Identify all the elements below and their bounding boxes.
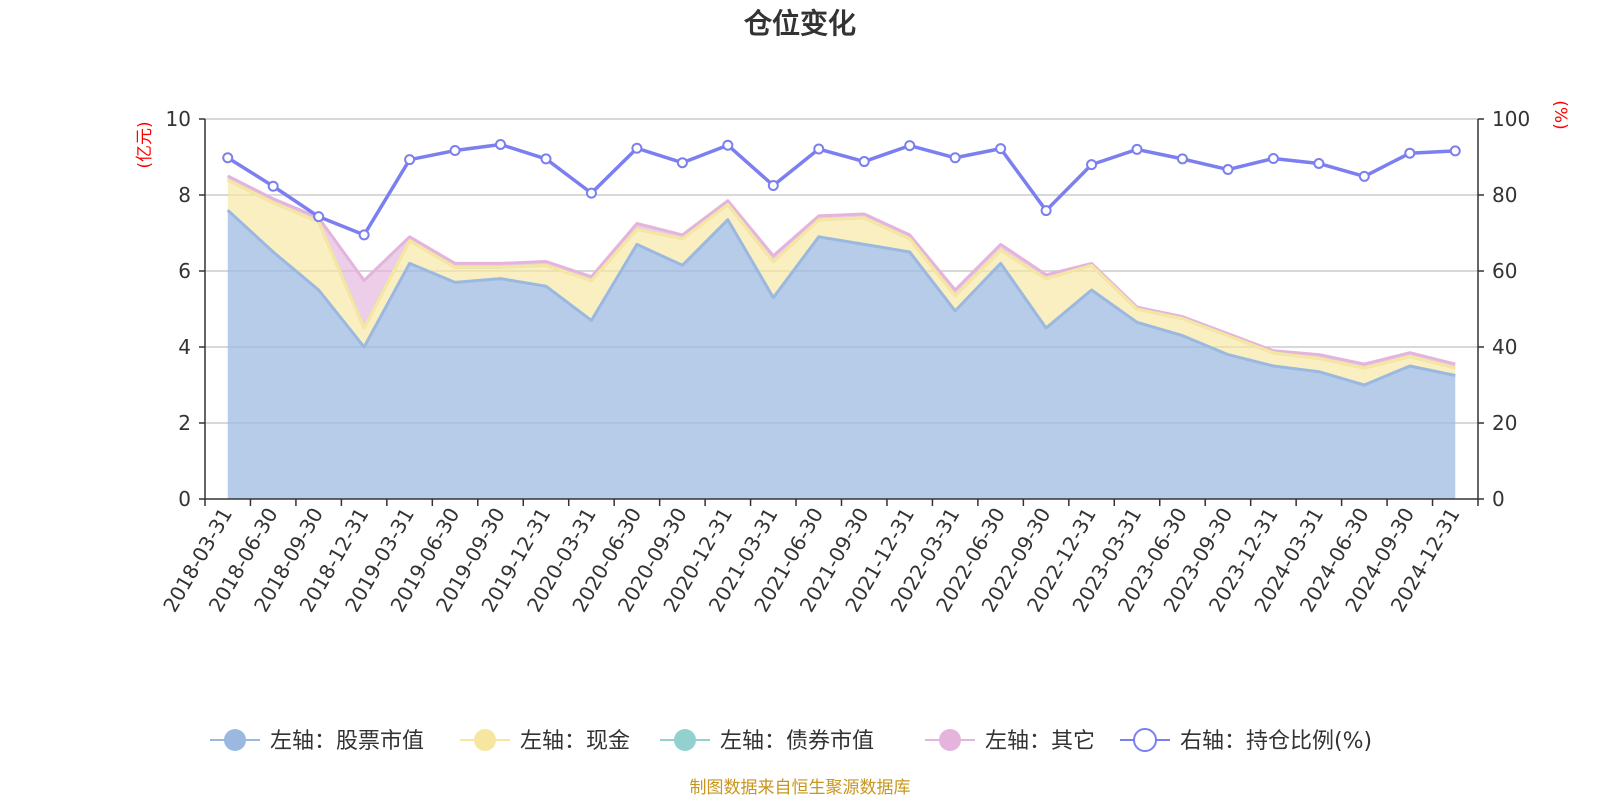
ratio-point bbox=[995, 143, 1007, 155]
left-axis-ticks: 0 2 4 6 8 10 bbox=[166, 107, 205, 511]
ratio-point bbox=[631, 142, 643, 154]
ratio-point bbox=[767, 180, 779, 191]
legend-label: 左轴：股票市值 bbox=[270, 729, 424, 754]
ratio-point bbox=[813, 143, 825, 155]
ratio-point bbox=[222, 152, 234, 164]
left-tick-label: 8 bbox=[178, 183, 191, 207]
legend-label: 右轴：持仓比例(%) bbox=[1180, 729, 1372, 754]
right-tick-label: 20 bbox=[1492, 411, 1517, 435]
area-edge-4 bbox=[227, 174, 1456, 366]
ratio-point bbox=[1267, 153, 1279, 165]
ratio-point bbox=[904, 140, 916, 152]
right-tick-label: 60 bbox=[1492, 259, 1517, 283]
ratio-point bbox=[449, 145, 461, 157]
right-tick-label: 40 bbox=[1492, 335, 1517, 359]
x-axis-ticks: 2018-03-312018-06-302018-09-302018-12-31… bbox=[158, 499, 1479, 616]
ratio-point bbox=[1131, 143, 1143, 155]
legend-item[interactable]: 左轴：债券市值 bbox=[660, 729, 874, 754]
legend-label: 左轴：其它 bbox=[985, 729, 1095, 754]
legend-label: 左轴：债券市值 bbox=[720, 729, 874, 754]
ratio-point bbox=[949, 152, 961, 164]
right-axis-unit: (%) bbox=[1550, 100, 1570, 129]
legend-marker bbox=[224, 729, 246, 751]
right-tick-label: 100 bbox=[1492, 107, 1530, 131]
ratio-point bbox=[1358, 170, 1370, 182]
legend-item[interactable]: 左轴：其它 bbox=[925, 729, 1095, 754]
ratio-point bbox=[358, 229, 370, 241]
stacked-areas bbox=[226, 174, 1456, 499]
legend-item[interactable]: 左轴：现金 bbox=[460, 729, 630, 754]
right-tick-label: 0 bbox=[1492, 487, 1505, 511]
left-tick-label: 0 bbox=[178, 487, 191, 511]
legend-marker bbox=[674, 729, 696, 751]
legend-item[interactable]: 左轴：股票市值 bbox=[210, 729, 424, 754]
area-2 bbox=[227, 179, 1456, 385]
left-tick-label: 2 bbox=[178, 411, 191, 435]
left-tick-label: 10 bbox=[166, 107, 191, 131]
ratio-point bbox=[1404, 147, 1416, 159]
ratio-point bbox=[722, 139, 734, 151]
ratio-point bbox=[267, 180, 279, 192]
ratio-point bbox=[1086, 159, 1098, 171]
ratio-point bbox=[404, 154, 416, 166]
ratio-point bbox=[1222, 164, 1234, 176]
ratio-point bbox=[1176, 153, 1188, 165]
ratio-point bbox=[540, 153, 552, 165]
ratio-line-series bbox=[222, 138, 1461, 241]
legend-label: 左轴：现金 bbox=[520, 729, 630, 754]
area-edge-1 bbox=[226, 209, 1456, 387]
legend: 左轴：股票市值 左轴：现金 左轴：债券市值 左轴：其它 右轴：持仓比例(%) bbox=[210, 728, 1372, 754]
area-1 bbox=[227, 210, 1456, 499]
legend-marker bbox=[939, 729, 961, 751]
left-tick-label: 4 bbox=[178, 335, 191, 359]
ratio-point bbox=[676, 157, 688, 169]
right-tick-label: 80 bbox=[1492, 183, 1517, 207]
right-axis-ticks: 0 20 40 60 80 100 bbox=[1478, 107, 1530, 511]
chart-title: 仓位变化 bbox=[744, 7, 856, 40]
legend-marker bbox=[474, 729, 496, 751]
left-tick-label: 6 bbox=[178, 259, 191, 283]
ratio-point bbox=[1313, 157, 1325, 169]
ratio-point bbox=[585, 187, 597, 199]
ratio-line bbox=[226, 142, 1456, 237]
data-source-note: 制图数据来自恒生聚源数据库 bbox=[690, 778, 911, 798]
area-edge-2 bbox=[227, 178, 1456, 370]
ratio-point bbox=[1040, 205, 1052, 217]
ratio-point bbox=[313, 211, 325, 223]
ratio-point bbox=[858, 156, 870, 168]
ratio-point bbox=[495, 138, 507, 150]
left-axis-unit: (亿元) bbox=[135, 121, 155, 168]
legend-marker bbox=[1133, 728, 1157, 752]
legend-item[interactable]: 右轴：持仓比例(%) bbox=[1120, 728, 1372, 754]
ratio-point bbox=[1449, 145, 1461, 157]
